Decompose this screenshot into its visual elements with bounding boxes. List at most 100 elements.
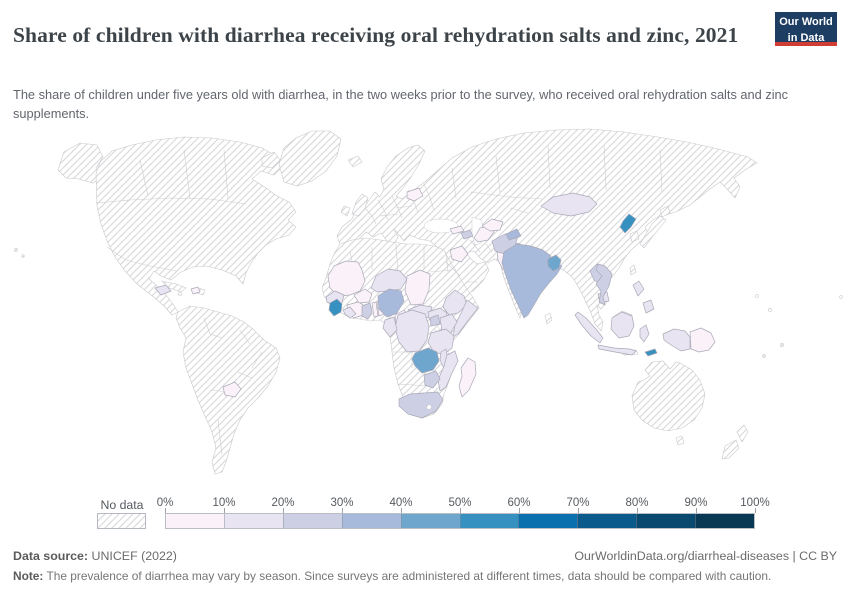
country-uganda[interactable] [429,314,441,327]
legend-tick-label-50%: 50% [448,497,472,509]
black-sea [423,218,459,234]
legend-tick-mark-50% [460,508,461,513]
country-japan [659,205,671,218]
country-south-africa[interactable] [398,391,444,419]
country-philippines-luzon[interactable] [632,280,645,297]
country-indonesia-sulawesi[interactable] [639,324,650,343]
note-text: The prevalence of diarrhea may vary by s… [46,569,772,583]
country-borders [95,145,663,456]
country-papua-new-guinea[interactable] [689,327,716,353]
country-kenya[interactable] [439,313,458,335]
island-speck-4 [762,354,766,358]
country-alaska [57,142,104,184]
note-label: Note: [13,569,44,583]
legend-tick-mark-20% [283,508,284,513]
country-philippines-mindanao[interactable] [642,299,655,314]
legend-bucket-70-80%[interactable] [577,514,637,528]
country-indonesia-java[interactable] [597,344,637,356]
data-source-label: Data source: [13,549,89,563]
legend-tick-label-100%: 100% [740,497,770,509]
country-madagascar[interactable] [458,357,477,398]
legend-tick-label-90%: 90% [684,497,708,509]
island-speck-2 [768,308,772,312]
country-ethiopia[interactable] [442,289,468,316]
country-burkina-faso[interactable] [353,288,373,304]
legend-bucket-20-30%[interactable] [282,514,342,528]
legend-tick-label-10%: 10% [212,497,236,509]
country-dr-congo[interactable] [394,309,430,353]
country-zambia[interactable] [411,347,440,374]
island-speck-5 [839,295,843,299]
legend-tick-mark-70% [578,508,579,513]
country-north-korea[interactable] [619,213,637,234]
country-liberia[interactable] [342,306,357,319]
country-paraguay[interactable] [222,381,242,398]
country-honduras[interactable] [154,284,172,296]
legend-tick-label-30%: 30% [330,497,354,509]
country-togo[interactable] [371,301,379,318]
country-congo[interactable] [382,316,398,338]
owid-logo[interactable]: Our World in Data [775,12,837,46]
island-taiwan [629,264,637,276]
country-bangladesh[interactable] [547,254,562,272]
legend-tick-mark-30% [342,508,343,513]
legend-bucket-10-20%[interactable] [223,514,283,528]
legend-bucket-80-90%[interactable] [636,514,696,528]
legend-tick-mark-40% [401,508,402,513]
island-tasmania [675,435,685,446]
country-mali[interactable] [327,260,366,297]
country-australia [631,360,706,432]
country-niger[interactable] [370,268,408,293]
country-zimbabwe[interactable] [423,370,441,389]
legend-tick-label-70%: 70% [566,497,590,509]
country-indonesia-west-papua[interactable] [662,328,691,352]
country-tanzania[interactable] [427,328,455,356]
legend-bucket-0-10%[interactable] [166,514,224,528]
country-georgia[interactable] [449,225,465,235]
country-indonesia-sumatra[interactable] [574,311,604,344]
country-vietnam[interactable] [595,263,613,306]
country-tajikistan[interactable] [505,228,522,241]
legend-no-data-swatch[interactable] [97,513,146,529]
country-belarus[interactable] [406,187,424,202]
country-uzbekistan[interactable] [481,218,504,232]
owid-logo-line1: Our World [779,16,833,28]
country-mozambique[interactable] [437,350,459,392]
owid-url-link[interactable]: OurWorldinData.org/diarrheal-diseases | … [574,549,837,563]
country-iraq[interactable] [449,245,469,263]
legend-bucket-50-60%[interactable] [459,514,519,528]
chart-subtitle: The share of children under five years o… [13,86,789,121]
legend-color-bar [165,513,755,529]
country-sierra-leone[interactable] [328,298,343,317]
country-chad[interactable] [404,269,431,306]
country-somalia[interactable] [452,299,479,338]
country-japan-honshu [639,215,667,249]
legend-tick-mark-10% [224,508,225,513]
island-speck-3 [779,342,785,348]
country-nigeria[interactable] [377,288,405,318]
country-ghana[interactable] [361,302,373,320]
country-timor-leste[interactable] [644,348,658,357]
country-mongolia[interactable] [540,192,598,217]
country-united-kingdom [351,193,369,217]
data-source-value: UNICEF (2022) [91,549,177,563]
legend-bucket-90-100%[interactable] [695,514,755,528]
legend-bucket-60-70%[interactable] [518,514,578,528]
country-azerbaijan[interactable] [460,229,474,240]
country-haiti[interactable] [190,286,201,295]
lake-victoria [434,326,440,332]
island-sri-lanka [544,312,553,325]
country-india[interactable] [501,243,563,319]
legend-tick-mark-80% [637,508,638,513]
legend-tick-label-40%: 40% [389,497,413,509]
page-title: Share of children with diarrhea receivin… [13,23,739,48]
legend-bucket-30-40%[interactable] [341,514,401,528]
country-ireland [340,205,351,217]
country-new-zealand-north [736,424,749,443]
legend-bucket-40-50%[interactable] [400,514,460,528]
nodata-landmasses [14,128,843,475]
country-indonesia-borneo[interactable] [610,311,635,339]
legend-tick-label-80%: 80% [625,497,649,509]
